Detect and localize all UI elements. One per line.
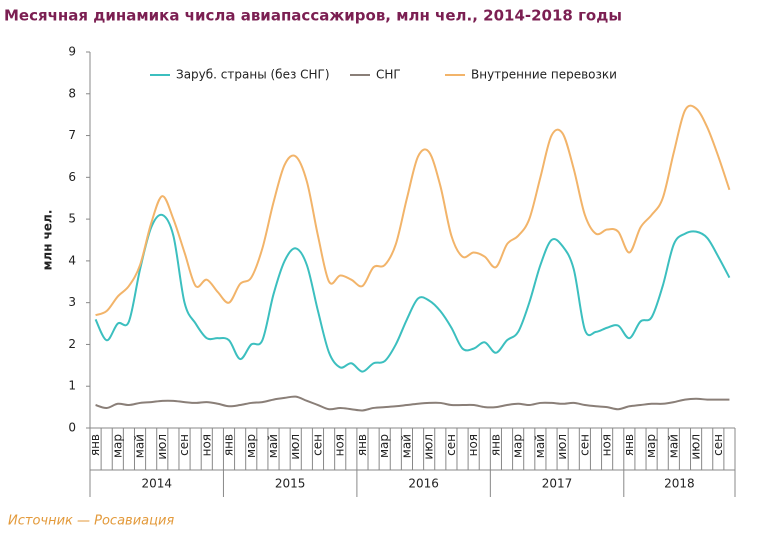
series-line xyxy=(95,395,730,412)
x-tick-label: янв xyxy=(222,434,236,456)
y-tick-label: 8 xyxy=(68,86,76,100)
x-tick-label: июл xyxy=(288,434,302,460)
x-tick-label: июл xyxy=(422,434,436,460)
x-tick-label: сен xyxy=(577,434,591,456)
y-tick-label: 4 xyxy=(68,253,76,267)
x-tick-label: май xyxy=(666,434,680,458)
series-line xyxy=(95,104,731,317)
y-tick-label: 7 xyxy=(68,128,76,142)
y-tick-label: 3 xyxy=(68,295,76,309)
x-tick-label: май xyxy=(266,434,280,458)
x-tick-label: июл xyxy=(689,434,703,460)
x-tick-label: мар xyxy=(511,434,525,458)
x-tick-label: мар xyxy=(244,434,258,458)
year-label: 2018 xyxy=(664,477,695,491)
chart-title: Месячная динамика числа авиапассажиров, … xyxy=(4,7,622,25)
y-axis-label: млн чел. xyxy=(41,210,55,271)
series-line xyxy=(94,213,731,373)
x-tick-label: май xyxy=(533,434,547,458)
y-tick-label: 0 xyxy=(68,421,76,435)
x-tick-label: май xyxy=(399,434,413,458)
x-tick-label: янв xyxy=(355,434,369,456)
x-tick-label: янв xyxy=(488,434,502,456)
y-tick-label: 1 xyxy=(68,379,76,393)
year-label: 2017 xyxy=(542,477,573,491)
x-tick-label: сен xyxy=(444,434,458,456)
x-tick-label: мар xyxy=(644,434,658,458)
year-label: 2016 xyxy=(408,477,439,491)
x-tick-label: янв xyxy=(88,434,102,456)
x-tick-label: ноя xyxy=(333,434,347,456)
x-tick-label: ноя xyxy=(199,434,213,456)
x-tick-label: сен xyxy=(711,434,725,456)
year-label: 2015 xyxy=(275,477,306,491)
x-tick-label: май xyxy=(133,434,147,458)
y-tick-label: 6 xyxy=(68,170,76,184)
x-tick-label: ноя xyxy=(600,434,614,456)
year-label: 2014 xyxy=(141,477,172,491)
x-tick-label: янв xyxy=(622,434,636,456)
x-tick-label: мар xyxy=(377,434,391,458)
y-tick-label: 5 xyxy=(68,212,76,226)
x-tick-label: июл xyxy=(555,434,569,460)
legend-label: Заруб. страны (без СНГ) xyxy=(176,68,330,82)
x-tick-label: мар xyxy=(110,434,124,458)
x-tick-label: июл xyxy=(155,434,169,460)
y-tick-label: 2 xyxy=(68,337,76,351)
x-tick-label: сен xyxy=(177,434,191,456)
y-tick-label: 9 xyxy=(68,45,76,59)
source: Источник — Росавиация xyxy=(8,514,174,529)
legend-label: Внутренние перевозки xyxy=(471,68,617,82)
legend-label: СНГ xyxy=(376,68,401,82)
x-tick-label: ноя xyxy=(466,434,480,456)
x-tick-label: сен xyxy=(310,434,324,456)
